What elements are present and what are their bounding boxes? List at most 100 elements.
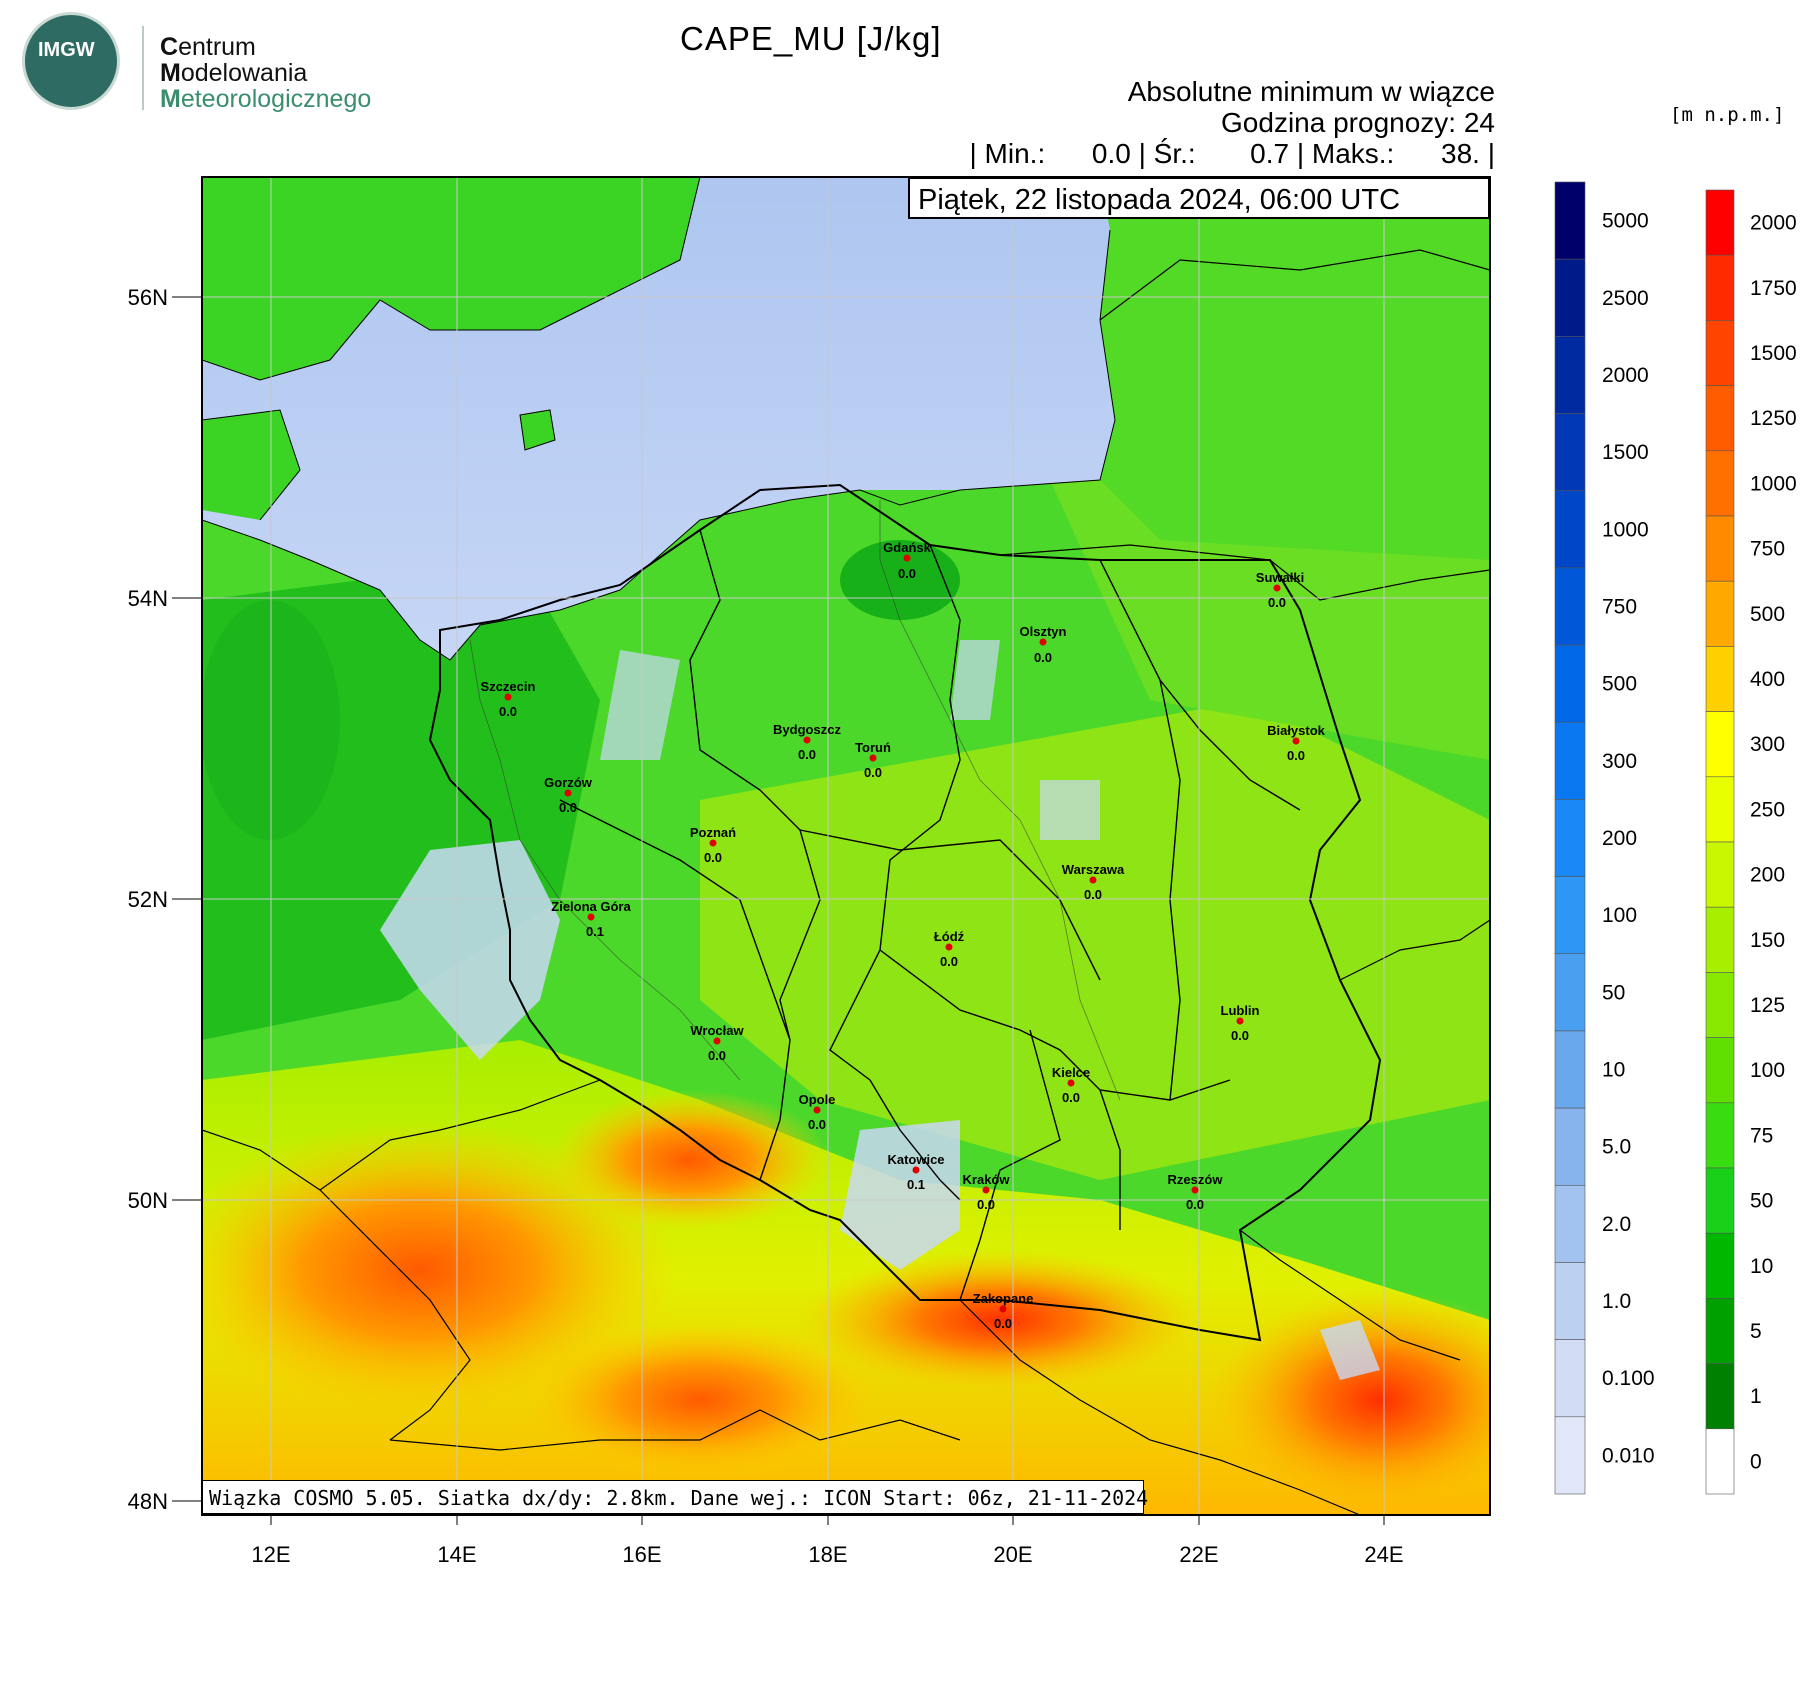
cape-colorbar-swatch xyxy=(1554,799,1586,877)
logo-divider xyxy=(142,26,144,110)
elevation-colorbar-swatch xyxy=(1705,1167,1735,1234)
city-lodz: Łódź 0.0 xyxy=(934,929,965,969)
east-carpathians xyxy=(1210,1290,1490,1510)
lubusz-low-cape xyxy=(380,840,560,1060)
city-bialystok: Białystok 0.0 xyxy=(1267,723,1326,763)
masuria-low-cape xyxy=(950,640,1000,720)
bohemian-massif xyxy=(202,1120,680,1420)
cape-colorbar-swatch xyxy=(1554,1107,1586,1186)
carpathian-low-cape xyxy=(1320,1320,1380,1380)
svg-text:0.0: 0.0 xyxy=(559,800,577,815)
svg-text:0.0: 0.0 xyxy=(704,850,722,865)
elevation-colorbar-swatch xyxy=(1705,320,1735,386)
city-olsztyn: Olsztyn 0.0 xyxy=(1020,624,1067,665)
cape-colorbar-swatch xyxy=(1554,567,1586,646)
city-opole: Opole 0.0 xyxy=(799,1092,836,1132)
elevation-colorbar-label: 150 xyxy=(1750,929,1785,952)
elevation-colorbar-label: 10 xyxy=(1750,1255,1773,1278)
cape-colorbar-label: 5000 xyxy=(1602,210,1649,233)
elevation-colorbar-label: 100 xyxy=(1750,1059,1785,1082)
south-highlands xyxy=(520,1320,880,1480)
elevation-colorbar-label: 0 xyxy=(1750,1450,1762,1473)
svg-text:0.0: 0.0 xyxy=(1062,1090,1080,1105)
coastlines xyxy=(202,177,1116,661)
svg-text:Białystok: Białystok xyxy=(1267,723,1326,738)
elevation-colorbar-label: 750 xyxy=(1750,538,1785,561)
cape-colorbar-swatch xyxy=(1554,1030,1586,1109)
valid-time-label: Piątek, 22 listopada 2024, 06:00 UTC xyxy=(908,177,1490,219)
cape-colorbar-label: 2.0 xyxy=(1602,1213,1631,1236)
svg-text:Bydgoszcz: Bydgoszcz xyxy=(773,722,841,737)
cape-colorbar-label: 50 xyxy=(1602,981,1625,1004)
longitude-axis: 12E 14E 16E 18E 20E 22E 24E xyxy=(251,1515,1404,1567)
svg-text:Suwałki: Suwałki xyxy=(1256,570,1304,585)
elevation-colorbar-label: 75 xyxy=(1750,1124,1773,1147)
cape-colorbar-label: 0.100 xyxy=(1602,1367,1655,1390)
city-warszawa: Warszawa 0.0 xyxy=(1062,862,1125,902)
elevation-colorbar-swatch xyxy=(1705,450,1735,517)
elevation-colorbar-label: 250 xyxy=(1750,798,1785,821)
cape-colorbar-label: 200 xyxy=(1602,827,1637,850)
svg-text:0.0: 0.0 xyxy=(994,1316,1012,1331)
lat-tick-52n: 52N xyxy=(128,887,168,912)
cape-colorbar-swatch xyxy=(1554,413,1586,492)
subtitle-line-1: Absolutne minimum w wiązce xyxy=(1127,76,1495,107)
cape-colorbar-label: 2500 xyxy=(1602,287,1649,310)
voivodeship-borders xyxy=(559,529,1301,1301)
elevation-colorbar-label: 1000 xyxy=(1750,472,1797,495)
elevation-colorbar-swatch xyxy=(1705,189,1735,256)
lon-tick-20e: 20E xyxy=(993,1542,1032,1567)
bornholm-island xyxy=(520,410,555,450)
elevation-colorbar-swatch xyxy=(1705,1037,1735,1104)
logo-line-2: Modelowania xyxy=(160,59,308,87)
svg-text:Toruń: Toruń xyxy=(855,740,891,755)
cape-colorbar-label: 1000 xyxy=(1602,518,1649,541)
elevation-colorbar-swatch xyxy=(1705,906,1735,973)
cape-colorbar-label: 5.0 xyxy=(1602,1136,1631,1159)
svg-text:0.0: 0.0 xyxy=(1231,1028,1249,1043)
city-szczecin: Szczecin 0.0 xyxy=(481,679,536,719)
lon-tick-14e: 14E xyxy=(437,1542,476,1567)
city-zielona-gora: Zielona Góra 0.1 xyxy=(551,899,631,939)
lon-tick-22e: 22E xyxy=(1179,1542,1218,1567)
svg-text:0.1: 0.1 xyxy=(907,1177,925,1192)
city-suwalki: Suwałki 0.0 xyxy=(1256,570,1304,610)
cape-colorbar-swatch xyxy=(1554,876,1586,955)
elevation-colorbar-label: 500 xyxy=(1750,603,1785,626)
svg-text:0.0: 0.0 xyxy=(708,1048,726,1063)
svg-text:Zielona Góra: Zielona Góra xyxy=(551,899,631,914)
svg-text:Gorzów: Gorzów xyxy=(544,775,593,790)
city-torun: Toruń 0.0 xyxy=(855,740,891,780)
elevation-colorbar-swatch xyxy=(1705,580,1735,647)
elevation-colorbar-swatch xyxy=(1705,1363,1735,1430)
lat-tick-56n: 56N xyxy=(128,285,168,310)
elevation-colorbar-swatch xyxy=(1705,1232,1735,1299)
city-bydgoszcz: Bydgoszcz 0.0 xyxy=(773,722,841,762)
elevation-colorbar-swatch xyxy=(1705,1298,1735,1364)
rivers xyxy=(469,500,1121,1101)
city-zakopane: Zakopane 0.0 xyxy=(973,1291,1034,1331)
lon-tick-24e: 24E xyxy=(1364,1542,1403,1567)
cape-colorbar-swatch xyxy=(1554,953,1586,1032)
svg-text:0.0: 0.0 xyxy=(977,1197,995,1212)
elevation-colorbar-label: 1750 xyxy=(1750,277,1797,300)
svg-text:Kielce: Kielce xyxy=(1052,1065,1090,1080)
cape-colorbar-swatch xyxy=(1554,1416,1586,1495)
imgw-emblem-text: IMGW xyxy=(38,39,95,61)
elevation-colorbar-label: 50 xyxy=(1750,1190,1773,1213)
svg-text:Wrocław: Wrocław xyxy=(690,1023,744,1038)
elevation-colorbar: 2000175015001250100075050040030025020015… xyxy=(1705,189,1797,1495)
central-upland xyxy=(700,700,1490,1180)
map-field xyxy=(202,177,1490,1515)
svg-text:Kraków: Kraków xyxy=(963,1172,1011,1187)
mecklenburg-forest xyxy=(202,600,340,840)
elevation-colorbar-label: 2000 xyxy=(1750,212,1797,235)
svg-text:Lublin: Lublin xyxy=(1221,1003,1260,1018)
svg-text:0.0: 0.0 xyxy=(1268,595,1286,610)
baltic-states-land xyxy=(1100,177,1490,560)
sweden-land xyxy=(202,177,700,380)
cape-colorbar-label: 750 xyxy=(1602,595,1637,618)
lon-tick-18e: 18E xyxy=(808,1542,847,1567)
elevation-colorbar-swatch xyxy=(1705,515,1735,582)
silesia-low-cape xyxy=(840,1120,960,1270)
